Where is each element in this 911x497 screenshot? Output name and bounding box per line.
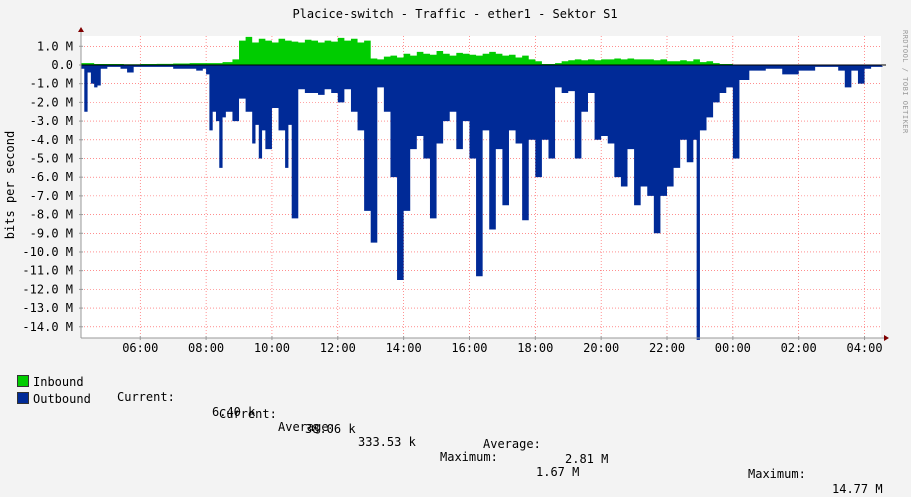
x-tick-label: 08:00 [188,341,224,355]
traffic-chart: Placice-switch - Traffic - ether1 - Sekt… [3,7,909,355]
y-ticks: 1.0 M 0.0 -1.0 M -2.0 M -3.0 M -4.0 M -5.0 M -6… [22,39,83,334]
chart-title: Placice-switch - Traffic - ether1 - Sekt… [292,7,617,21]
legend-outbound: Outbound Current: 38.06 k Average: 2.81 … [17,377,883,497]
outbound-maximum: 14.77 M [832,482,883,496]
x-axis-arrow [884,335,889,341]
x-tick-label: 16:00 [451,341,487,355]
inbound-current-label: Current: [117,390,175,404]
y-tick-label: -14.0 M [22,320,73,334]
outbound-average: 2.81 M [565,452,609,466]
x-tick-label: 12:00 [320,341,356,355]
x-tick-label: 10:00 [254,341,290,355]
outbound-maximum-label: Maximum: [748,467,806,481]
y-tick-label: -9.0 M [30,226,73,240]
y-tick-label: -7.0 M [30,189,73,203]
y-tick-label: -8.0 M [30,208,73,222]
y-axis-arrow [78,27,84,32]
y-axis-label: bits per second [3,131,17,239]
y-tick-label: -13.0 M [22,301,73,315]
outbound-average-label: Average: [483,437,541,451]
inbound-maximum: 1.67 M [536,465,580,479]
y-tick-label: -5.0 M [30,151,73,165]
y-tick-label: 0.0 [51,58,73,72]
rrdtool-watermark: RRDTOOL / TOBI OETIKER [901,30,909,134]
series-areas [81,36,883,340]
y-tick-label: 1.0 M [37,39,73,53]
y-tick-label: -10.0 M [22,245,73,259]
x-tick-label: 14:00 [386,341,422,355]
outbound-area [81,64,883,340]
y-tick-label: -11.0 M [22,264,73,278]
inbound-average: 333.53 k [358,435,416,449]
x-tick-label: 18:00 [517,341,553,355]
y-tick-label: -3.0 M [30,114,73,128]
x-tick-label: 22:00 [649,341,685,355]
x-tick-label: 04:00 [846,341,882,355]
outbound-current-label: Current: [219,407,277,421]
y-tick-label: -4.0 M [30,133,73,147]
x-tick-label: 00:00 [715,341,751,355]
inbound-area [81,36,883,65]
y-tick-label: -12.0 M [22,282,73,296]
x-ticks: 06:00 08:00 10:00 12:00 14:00 16:00 18:00 20:00… [122,336,883,355]
y-tick-label: -2.0 M [30,95,73,109]
outbound-current: 38.06 k [305,422,356,436]
y-tick-label: -6.0 M [30,170,73,184]
axes [78,27,889,341]
x-tick-label: 20:00 [583,341,619,355]
inbound-swatch [17,375,29,387]
outbound-label: Outbound [33,392,91,406]
inbound-maximum-label: Maximum: [440,450,498,464]
y-tick-label: -1.0 M [30,77,73,91]
x-tick-label: 06:00 [122,341,158,355]
outbound-swatch [17,392,29,404]
inbound-label: Inbound [33,375,84,389]
x-tick-label: 02:00 [781,341,817,355]
